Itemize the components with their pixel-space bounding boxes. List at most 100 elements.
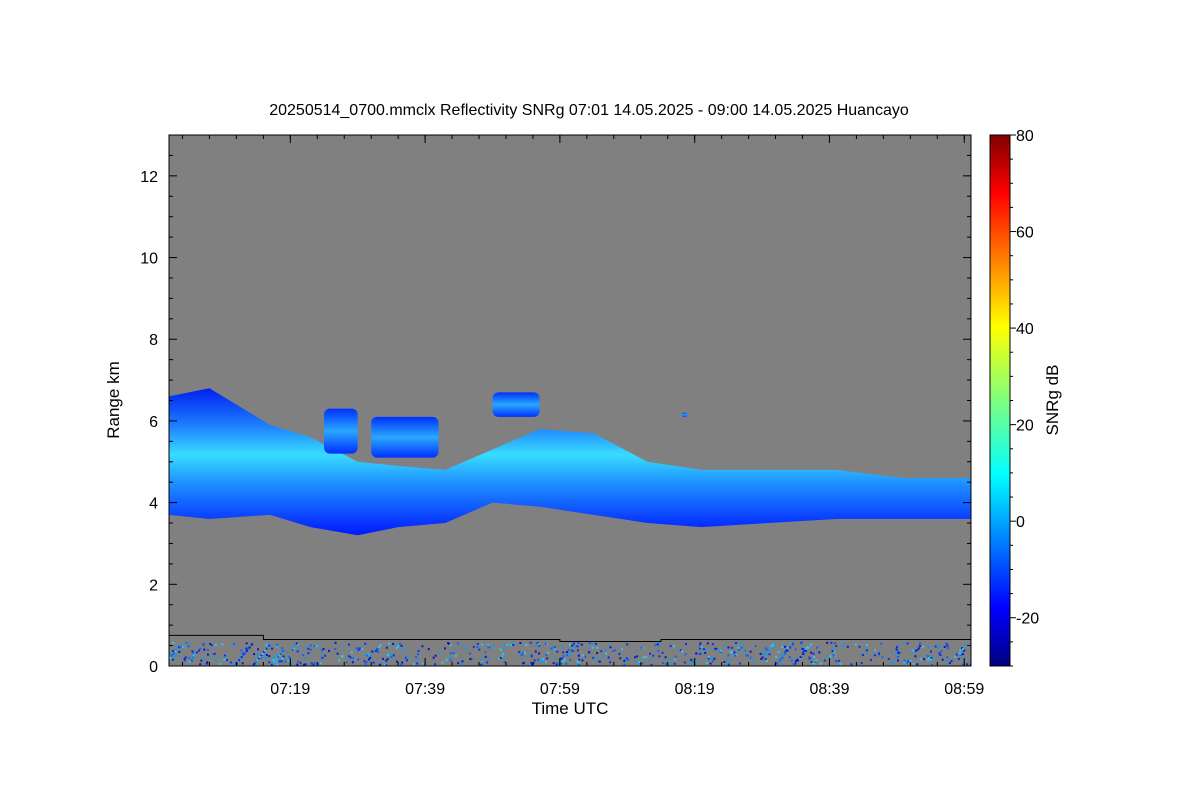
clutter-dot	[766, 648, 769, 651]
clutter-dot	[169, 653, 172, 655]
clutter-dot	[312, 663, 315, 666]
clutter-dot	[734, 654, 737, 657]
clutter-dot	[286, 650, 289, 653]
clutter-dot	[945, 660, 948, 663]
clutter-dot	[315, 644, 318, 647]
clutter-dot	[172, 642, 174, 644]
clutter-dot	[739, 662, 742, 665]
clutter-dot	[808, 656, 811, 659]
clutter-dot	[897, 659, 899, 662]
clutter-dot	[538, 644, 541, 647]
clutter-dot	[609, 646, 612, 649]
clutter-dot	[569, 643, 572, 646]
clutter-dot	[502, 652, 505, 655]
clutter-dot	[641, 662, 644, 665]
clutter-dot	[384, 663, 387, 666]
clutter-dot	[715, 648, 718, 651]
clutter-dot	[959, 653, 962, 656]
clutter-dot	[395, 660, 398, 663]
clutter-dot	[727, 654, 730, 657]
clutter-dot	[309, 644, 312, 647]
clutter-dot	[476, 642, 479, 645]
clutter-dot	[761, 656, 764, 659]
clutter-dot	[578, 658, 581, 661]
clutter-dot	[214, 644, 217, 646]
clutter-dot	[961, 663, 964, 666]
clutter-dot	[245, 647, 248, 650]
clutter-dot	[210, 655, 213, 658]
clutter-dot	[784, 645, 787, 648]
clutter-dot	[874, 649, 877, 652]
clutter-dot	[916, 663, 919, 666]
clutter-dot	[581, 654, 584, 657]
clutter-dot	[172, 650, 174, 652]
clutter-dot	[612, 650, 614, 653]
clutter-dot	[937, 645, 940, 648]
clutter-dot	[556, 662, 559, 665]
x-tick-label-5: 08:59	[944, 681, 984, 698]
clutter-dot	[350, 651, 353, 654]
clutter-dot	[205, 662, 208, 665]
clutter-dot	[545, 654, 548, 657]
clutter-dot	[512, 644, 515, 646]
clutter-dot	[364, 654, 367, 656]
clutter-dot	[826, 641, 829, 644]
clutter-dot	[421, 645, 424, 648]
clutter-dot	[749, 650, 752, 653]
clutter-dot	[397, 645, 399, 648]
echo-patch-3	[681, 412, 688, 417]
clutter-dot	[199, 663, 202, 666]
clutter-dot	[187, 645, 190, 648]
clutter-dot	[608, 644, 611, 646]
clutter-dot	[897, 650, 899, 653]
clutter-dot	[895, 646, 898, 648]
clutter-dot	[699, 642, 702, 645]
clutter-dot	[726, 658, 729, 661]
clutter-dot	[730, 659, 733, 662]
clutter-dot	[392, 642, 394, 645]
clutter-dot	[361, 647, 364, 650]
clutter-dot	[880, 642, 883, 645]
x-tick-label-1: 07:39	[405, 681, 445, 698]
clutter-dot	[825, 655, 828, 657]
clutter-dot	[415, 656, 418, 659]
clutter-dot	[796, 658, 799, 661]
clutter-dot	[321, 656, 324, 659]
clutter-dot	[791, 642, 794, 645]
clutter-dot	[283, 658, 286, 661]
clutter-dot	[935, 656, 938, 659]
clutter-dot	[191, 659, 193, 662]
clutter-dot	[533, 659, 536, 662]
clutter-dot	[576, 645, 579, 648]
clutter-dot	[731, 646, 734, 649]
clutter-dot	[922, 645, 925, 648]
y-tick-label-3: 6	[149, 414, 158, 431]
clutter-dot	[367, 658, 370, 661]
clutter-dot	[545, 661, 548, 664]
clutter-dot	[553, 646, 556, 649]
clutter-dot	[706, 642, 709, 645]
clutter-dot	[569, 651, 572, 654]
clutter-dot	[961, 647, 963, 650]
clutter-dot	[207, 653, 209, 656]
clutter-dot	[764, 647, 767, 650]
clutter-dot	[705, 662, 708, 665]
clutter-dot	[565, 662, 568, 665]
clutter-dot	[348, 643, 350, 646]
plot-background	[169, 135, 971, 666]
clutter-dot	[799, 656, 802, 659]
clutter-dot	[492, 645, 495, 648]
clutter-dot	[578, 662, 581, 665]
clutter-dot	[280, 660, 283, 663]
clutter-dot	[773, 643, 776, 646]
clutter-dot	[711, 660, 714, 663]
clutter-dot	[550, 647, 553, 650]
clutter-dot	[447, 642, 450, 645]
clutter-dot	[782, 653, 785, 656]
clutter-dot	[571, 644, 574, 647]
clutter-dot	[310, 662, 313, 665]
clutter-dot	[739, 641, 741, 644]
clutter-dot	[188, 660, 191, 663]
clutter-dot	[714, 647, 717, 650]
clutter-dot	[253, 662, 256, 665]
